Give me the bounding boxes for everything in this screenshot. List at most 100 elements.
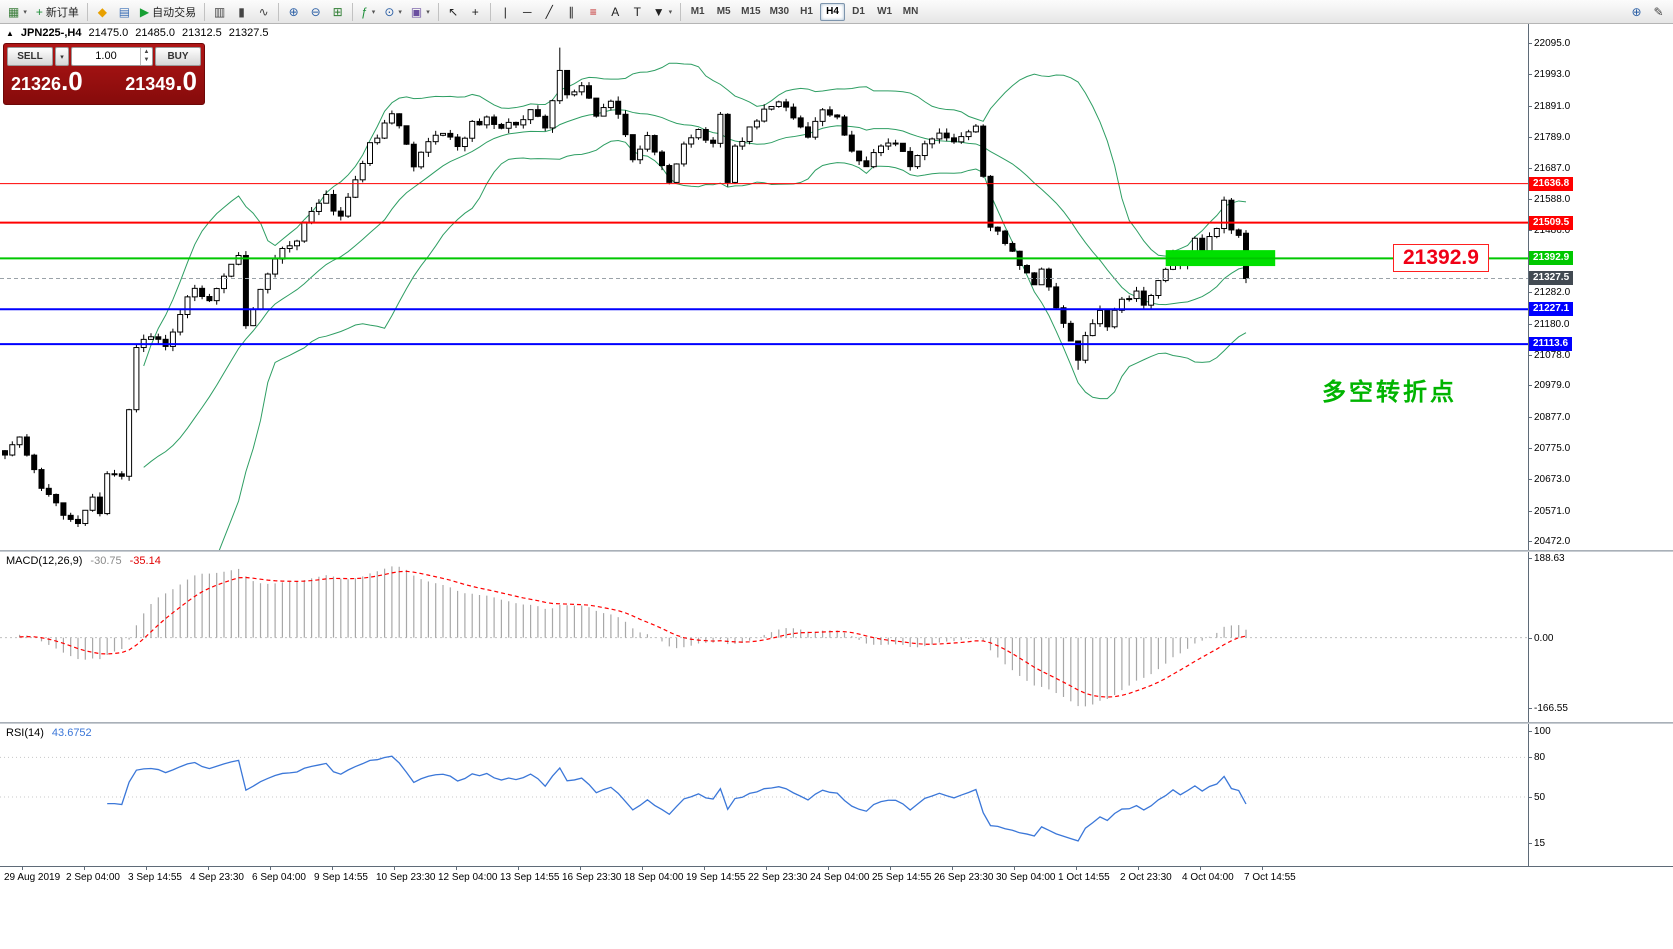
timeframe-w1-button[interactable]: W1 — [877, 6, 893, 17]
ohlc-close: 21327.5 — [228, 27, 269, 39]
sell-button[interactable]: SELL — [7, 47, 53, 66]
candle-body — [878, 145, 884, 154]
price-axis-label: 21687.0 — [1534, 163, 1571, 175]
candle-body — [388, 113, 395, 124]
chart-line-button[interactable]: ∿ — [253, 2, 274, 22]
candle-body — [89, 496, 96, 511]
timeframe-m1-button[interactable]: M1 — [690, 6, 705, 17]
panel-separator[interactable] — [0, 722, 1673, 724]
new-order-button[interactable]: + 新订单 — [32, 2, 83, 22]
time-axis-label: 18 Sep 04:00 — [624, 872, 684, 883]
buy-button[interactable]: BUY — [155, 47, 201, 66]
candle-body — [805, 126, 811, 138]
chart-candles-button[interactable]: ▮ — [231, 2, 252, 22]
candle-body — [16, 436, 23, 446]
new-chart-button[interactable]: ▦ ▾ — [4, 2, 31, 22]
turning-point-annotation[interactable]: 多空转折点 — [1322, 379, 1457, 406]
volume-input[interactable]: 1.00 — [95, 50, 117, 62]
candle-body — [688, 137, 695, 145]
quick-edit-icon: ✎ — [1653, 4, 1664, 19]
candle-body — [308, 210, 315, 223]
rsi-canvas[interactable] — [0, 724, 1528, 866]
vertical-line-button[interactable]: | — [495, 2, 516, 22]
time-axis-label: 19 Sep 14:55 — [686, 872, 746, 883]
autotrading-button[interactable]: ▶ 自动交易 — [136, 2, 200, 22]
timeframe-m15-button[interactable]: M15 — [741, 6, 761, 17]
arrows-button[interactable]: ▼ ▾ — [649, 2, 676, 22]
candle-body — [899, 142, 906, 152]
metaeditor-button[interactable]: ◆ — [92, 2, 113, 22]
price-axis-tickmark — [1528, 43, 1532, 44]
equidistant-channel-button[interactable]: ∥ — [561, 2, 582, 22]
candle-body — [578, 85, 585, 93]
sell-dropdown-button[interactable]: ▾ — [55, 47, 69, 66]
candle-body — [958, 136, 965, 143]
toolbar-separator — [86, 2, 88, 21]
candle-body — [403, 125, 410, 145]
time-axis[interactable]: 29 Aug 2019 2 Sep 04:00 3 Sep 14:55 4 Sep 2… — [0, 866, 1673, 890]
candle-body — [987, 175, 994, 228]
candle-body — [104, 473, 111, 515]
rsi-panel[interactable]: RSI(14) 43.6752 100 80 50 15 — [0, 724, 1673, 866]
volume-spinner-down[interactable]: ▼ — [143, 57, 150, 63]
timeframe-d1-button[interactable]: D1 — [852, 6, 865, 17]
macd-axis-border — [1528, 552, 1529, 722]
crosshair-button[interactable]: + — [465, 2, 486, 22]
price-chart-canvas[interactable] — [0, 24, 1528, 550]
toolbar-separator — [437, 2, 439, 21]
cursor-button[interactable]: ↖ — [443, 2, 464, 22]
candle-body — [1133, 290, 1140, 300]
time-axis-tickmark — [952, 867, 953, 870]
periods-button[interactable]: ⊙ ▾ — [380, 2, 406, 22]
trendline-button[interactable]: ╱ — [539, 2, 560, 22]
candle-body — [600, 107, 607, 117]
macd-panel[interactable]: MACD(12,26,9) -30.75 -35.14 188.63 0.00 -1… — [0, 552, 1673, 722]
candle-body — [1097, 309, 1103, 325]
candle-body — [761, 108, 768, 122]
panel-separator[interactable] — [0, 550, 1673, 552]
candle-body — [23, 436, 30, 456]
rsi-line — [107, 755, 1247, 842]
timeframe-m5-button[interactable]: M5 — [716, 6, 731, 17]
buy-price[interactable]: 21349.0 — [125, 66, 197, 96]
price-axis-label: 21588.0 — [1534, 193, 1571, 205]
quick-edit-button[interactable]: ✎ — [1648, 2, 1669, 22]
price-callout-label[interactable]: 21392.9 — [1393, 244, 1489, 273]
horizontal-line-button[interactable]: ─ — [517, 2, 538, 22]
templates-button[interactable]: ▣ ▾ — [407, 2, 434, 22]
zoom-in-button[interactable]: ⊕ — [283, 2, 304, 22]
terminal-button[interactable]: ▤ — [114, 2, 135, 22]
sell-price[interactable]: 21326.0 — [11, 66, 83, 96]
time-axis-tickmark — [766, 867, 767, 870]
volume-spinner-up[interactable]: ▲ — [143, 49, 150, 55]
macd-axis-label: -166.55 — [1534, 703, 1568, 714]
rsi-axis-tickmark — [1528, 797, 1532, 798]
main-chart-panel[interactable]: ▲ JPN225-,H4 21475.0 21485.0 21312.5 213… — [0, 24, 1673, 550]
fibonacci-button[interactable]: ≡ — [583, 2, 604, 22]
macd-canvas[interactable] — [0, 552, 1528, 722]
candle-body — [1104, 309, 1111, 328]
candle-body — [235, 254, 242, 265]
candle-body — [1155, 280, 1162, 296]
periods-icon: ⊙ — [384, 4, 395, 19]
tile-windows-button[interactable]: ⊞ — [327, 2, 348, 22]
text-button[interactable]: A — [605, 2, 626, 22]
chart-bars-button[interactable]: ▥ — [209, 2, 230, 22]
timeframe-h1-button[interactable]: H1 — [800, 6, 813, 17]
text-label-button[interactable]: T — [627, 2, 648, 22]
candle-body — [1213, 228, 1220, 238]
chart-ohlc-header: ▲ JPN225-,H4 21475.0 21485.0 21312.5 213… — [6, 27, 269, 39]
candle-body — [936, 132, 943, 140]
zoom-out-button[interactable]: ⊖ — [305, 2, 326, 22]
candle-body — [213, 288, 220, 302]
macd-name: MACD(12,26,9) — [6, 555, 83, 567]
timeframe-h4-button[interactable]: H4 — [820, 2, 846, 21]
timeframe-m30-button[interactable]: M30 — [769, 6, 790, 17]
indicators-button[interactable]: ƒ ▾ — [357, 2, 379, 22]
price-axis-tickmark — [1528, 479, 1532, 481]
timeframe-mn-button[interactable]: MN — [902, 6, 919, 17]
price-axis-tickmark — [1528, 323, 1532, 325]
rsi-axis-tickmark — [1528, 757, 1532, 759]
equidistant-channel-icon: ∥ — [568, 4, 575, 19]
quick-search-button[interactable]: ⊕ — [1626, 2, 1647, 22]
